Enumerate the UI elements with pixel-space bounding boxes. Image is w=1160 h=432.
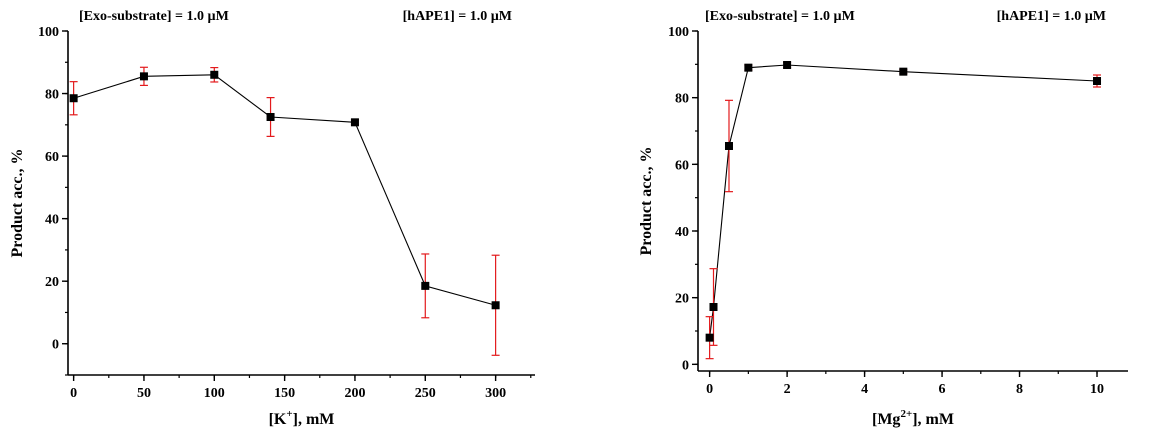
y-tick-label: 0 [682,358,689,373]
y-tick-label: 20 [675,292,689,307]
y-tick-label: 100 [38,25,59,40]
series-line [73,74,496,306]
data-point [266,113,275,121]
data-point [350,118,359,127]
chart-k-panel: 0 20 40 60 80 100 0 50 100 150 200 250 300 [Exo-subst… [9,9,535,428]
x-axis-label-main: [K [269,411,287,428]
x-axis-label-superscript: 2+ [900,408,912,420]
annotation-exo-substrate: [Exo-substrate] = 1.0 µM [705,9,855,24]
data-point [709,303,718,311]
data-point [210,70,219,79]
x-tick-label: 10 [1090,382,1104,397]
x-tick-label: 300 [485,386,506,401]
y-tick-label: 0 [52,338,59,353]
y-tick-label: 60 [675,158,689,173]
data-point [1093,77,1102,85]
y-tick-label: 40 [675,225,689,240]
y-axis-label: Product acc., % [638,146,655,255]
x-tick-label: 150 [274,386,295,401]
data-point [69,94,78,103]
x-axis-label-main: [Mg [872,411,900,428]
annotation-hape1: [hAPE1] = 1.0 µM [403,9,512,24]
x-tick-label: 50 [137,386,151,401]
annotation-exo-substrate: [Exo-substrate] = 1.0 µM [79,9,229,24]
y-tick-label: 60 [45,150,59,165]
x-tick-label: 2 [784,382,791,397]
x-tick-label: 200 [344,386,365,401]
data-point [783,61,792,69]
y-tick-label: 100 [668,25,689,40]
x-tick-label: 4 [861,382,868,397]
x-tick-label: 0 [706,382,713,397]
x-tick-label: 6 [939,382,946,397]
x-tick-label: 250 [415,386,436,401]
x-tick-label: 0 [70,386,77,401]
data-point [724,142,733,150]
data-point [421,281,430,290]
annotation-hape1: [hAPE1] = 1.0 µM [997,9,1106,24]
y-tick-label: 80 [45,88,59,103]
y-tick-label: 80 [675,92,689,107]
chart-mg-panel: 0 20 40 60 80 100 0 2 4 6 8 10 [Exo-substrate] = 1.0… [638,9,1128,428]
data-point [899,67,908,76]
data-point [491,301,500,310]
series-line [709,64,1098,338]
x-axis-label: [K+], mM [269,408,335,428]
x-tick-label: 8 [1016,382,1023,397]
data-point [744,63,753,72]
y-tick-label: 40 [45,213,59,228]
y-tick-label: 20 [45,275,59,290]
data-point [705,333,714,342]
x-axis-label-unit: ], mM [912,411,954,428]
x-axis-label-superscript: + [286,408,292,420]
x-tick-label: 100 [204,386,225,401]
x-axis-label: [Mg2+], mM [872,408,954,428]
data-point [139,72,148,81]
x-axis-label-unit: ], mM [293,411,335,428]
y-axis-label: Product acc., % [9,148,26,257]
